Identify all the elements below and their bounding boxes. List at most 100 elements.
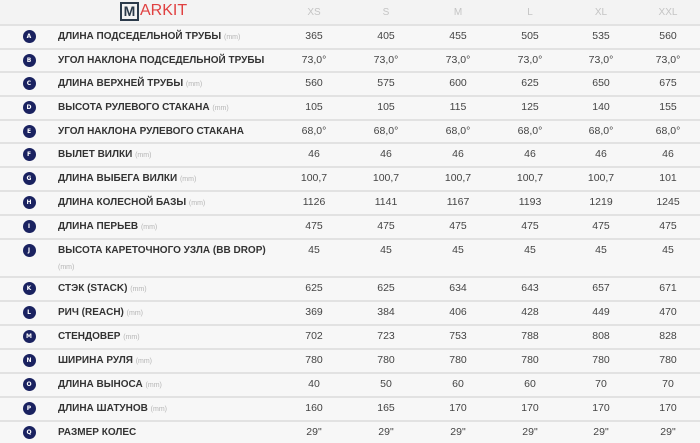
table-row: O ДЛИНА ВЫНОСА (mm) 40 50 60 60 70 70 [0, 372, 700, 397]
value-cell-xl: 70 [566, 372, 636, 397]
value-cell-l: 788 [494, 324, 566, 349]
row-unit: (mm) [140, 224, 158, 231]
row-label-cell: ШИРИНА РУЛЯ (mm) [58, 348, 278, 373]
value-cell-xl: 449 [566, 300, 636, 325]
value-cell-xs: 780 [278, 348, 350, 373]
value-cell-s: 575 [350, 71, 422, 96]
letter-badge: M [22, 329, 36, 343]
row-label: ВЫСОТА КАРЕТОЧНОГО УЗЛА (BB DROP) [58, 245, 266, 256]
value-cell-l: 29" [494, 420, 566, 443]
row-unit: (mm) [212, 105, 229, 112]
value-cell-l: 46 [494, 142, 566, 167]
row-letter-cell: M [0, 324, 58, 349]
value-cell-s: 29" [350, 420, 422, 443]
letter-badge: H [22, 195, 36, 209]
value-cell-xl: 29" [566, 420, 636, 443]
value-cell-m: 455 [422, 24, 494, 49]
value-cell-xl: 68,0° [566, 119, 636, 143]
value-cell-s: 73,0° [350, 48, 422, 72]
value-cell-m: 1167 [422, 190, 494, 215]
value-cell-xxl: 671 [636, 276, 700, 301]
value-cell-xs: 365 [278, 24, 350, 49]
row-letter-cell: D [0, 95, 58, 120]
watermark-text: ARKIT [140, 2, 188, 19]
value-cell-xs: 369 [278, 300, 350, 325]
value-cell-l: 643 [494, 276, 566, 301]
value-cell-m: 29" [422, 420, 494, 443]
row-label: ВЫЛЕТ ВИЛКИ [58, 149, 133, 160]
value-cell-m: 100,7 [422, 166, 494, 191]
row-label: СТЕНДОВЕР [58, 331, 121, 342]
value-cell-s: 46 [350, 142, 422, 167]
value-cell-xs: 702 [278, 324, 350, 349]
letter-badge: G [22, 171, 36, 185]
value-cell-xxl: 1245 [636, 190, 700, 215]
value-cell-m: 406 [422, 300, 494, 325]
row-label-cell: ДЛИНА ПОДСЕДЕЛЬНОЙ ТРУБЫ (mm) [58, 24, 278, 49]
value-cell-xl: 657 [566, 276, 636, 301]
row-label-cell: РАЗМЕР КОЛЕС [58, 420, 278, 443]
value-cell-xl: 46 [566, 142, 636, 167]
value-cell-s: 723 [350, 324, 422, 349]
row-letter-cell: I [0, 214, 58, 239]
value-cell-m: 780 [422, 348, 494, 373]
row-letter-cell: G [0, 166, 58, 191]
table-row: J ВЫСОТА КАРЕТОЧНОГО УЗЛА (BB DROP) (mm) 4… [0, 238, 700, 277]
row-label: ДЛИНА КОЛЕСНОЙ БАЗЫ [58, 197, 187, 208]
row-letter-cell: Q [0, 420, 58, 443]
table-row: P ДЛИНА ШАТУНОВ (mm) 160 165 170 170 170 170 [0, 396, 700, 421]
value-cell-xl: 100,7 [566, 166, 636, 191]
row-label-cell: СТЕНДОВЕР (mm) [58, 324, 278, 349]
row-label-cell: ДЛИНА ПЕРЬЕВ (mm) [58, 214, 278, 239]
row-label-cell: ВЫЛЕТ ВИЛКИ (mm) [58, 142, 278, 167]
value-cell-xxl: 73,0° [636, 48, 700, 72]
value-cell-s: 475 [350, 214, 422, 239]
row-label-cell: РИЧ (REACH) (mm) [58, 300, 278, 325]
row-unit: (mm) [188, 200, 206, 207]
value-cell-xl: 170 [566, 396, 636, 421]
row-label: ШИРИНА РУЛЯ [58, 355, 133, 366]
row-unit: (mm) [185, 81, 203, 88]
value-cell-s: 105 [350, 95, 422, 120]
value-cell-xl: 140 [566, 95, 636, 120]
value-cell-m: 115 [422, 95, 494, 120]
value-cell-l: 45 [494, 238, 566, 277]
row-letter-cell: N [0, 348, 58, 373]
value-cell-l: 100,7 [494, 166, 566, 191]
size-header-s: S [350, 0, 422, 25]
letter-badge: J [22, 243, 36, 257]
value-cell-xs: 29" [278, 420, 350, 443]
table-row: F ВЫЛЕТ ВИЛКИ (mm) 46 46 46 46 46 46 [0, 142, 700, 167]
row-label-cell: ДЛИНА ВЫБЕГА ВИЛКИ (mm) [58, 166, 278, 191]
row-unit: (mm) [135, 152, 152, 159]
letter-badge: A [22, 29, 36, 43]
value-cell-s: 68,0° [350, 119, 422, 143]
row-label: УГОЛ НАКЛОНА ПОДСЕДЕЛЬНОЙ ТРУБЫ [58, 55, 265, 66]
value-cell-l: 780 [494, 348, 566, 373]
size-header-row: XS S M L XL XXL [0, 0, 700, 25]
row-label: СТЭК (STACK) [58, 283, 128, 294]
value-cell-xl: 73,0° [566, 48, 636, 72]
row-unit: (mm) [224, 34, 241, 41]
table-row: N ШИРИНА РУЛЯ (mm) 780 780 780 780 780 780 [0, 348, 700, 373]
table-row: B УГОЛ НАКЛОНА ПОДСЕДЕЛЬНОЙ ТРУБЫ 73,0° 73,… [0, 48, 700, 72]
value-cell-xl: 780 [566, 348, 636, 373]
row-label: УГОЛ НАКЛОНА РУЛЕВОГО СТАКАНА [58, 126, 244, 137]
row-label: РАЗМЕР КОЛЕС [58, 427, 137, 438]
letter-badge: B [22, 53, 36, 67]
value-cell-xxl: 68,0° [636, 119, 700, 143]
letter-badge: O [22, 377, 36, 391]
value-cell-xs: 46 [278, 142, 350, 167]
value-cell-xxl: 70 [636, 372, 700, 397]
value-cell-m: 475 [422, 214, 494, 239]
row-letter-cell: C [0, 71, 58, 96]
row-label-cell: ДЛИНА КОЛЕСНОЙ БАЗЫ (mm) [58, 190, 278, 215]
row-label: ДЛИНА ВЕРХНЕЙ ТРУБЫ [58, 78, 184, 89]
letter-badge: E [22, 124, 36, 138]
value-cell-xxl: 101 [636, 166, 700, 191]
row-unit: (mm) [150, 406, 167, 413]
value-cell-l: 73,0° [494, 48, 566, 72]
value-cell-s: 165 [350, 396, 422, 421]
value-cell-xl: 808 [566, 324, 636, 349]
value-cell-m: 600 [422, 71, 494, 96]
